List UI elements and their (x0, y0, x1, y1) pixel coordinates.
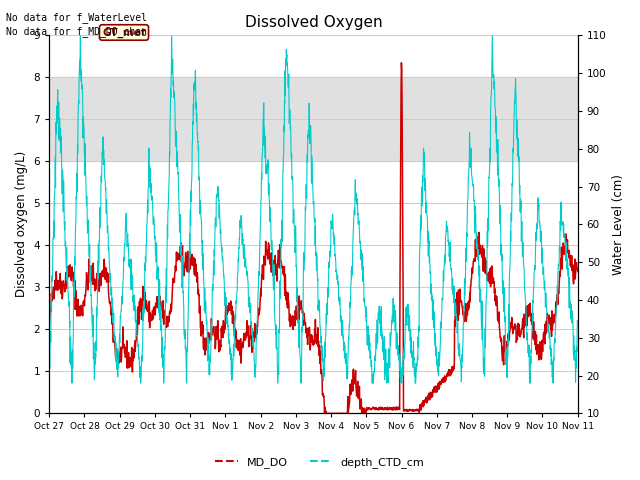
Text: GT_met: GT_met (102, 27, 146, 37)
Text: No data for f_WaterLevel: No data for f_WaterLevel (6, 12, 147, 23)
Bar (49, 77, 578, 161)
Text: No data for f_MD_DO_chan: No data for f_MD_DO_chan (6, 26, 147, 37)
Y-axis label: Water Level (cm): Water Level (cm) (612, 174, 625, 275)
Y-axis label: Dissolved oxygen (mg/L): Dissolved oxygen (mg/L) (15, 151, 28, 298)
Title: Dissolved Oxygen: Dissolved Oxygen (244, 15, 382, 30)
Legend: MD_DO, depth_CTD_cm: MD_DO, depth_CTD_cm (211, 452, 429, 472)
